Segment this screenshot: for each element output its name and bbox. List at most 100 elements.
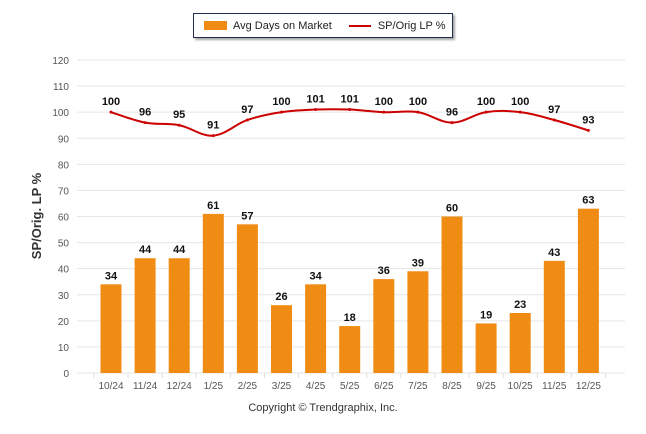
bar-data-label: 23	[514, 299, 526, 311]
bar-data-label: 39	[412, 257, 424, 269]
bar	[202, 213, 224, 373]
x-tick-label: 4/25	[306, 381, 326, 392]
bar-data-label: 26	[275, 291, 287, 303]
bar	[339, 326, 361, 373]
bar	[271, 305, 292, 373]
line-data-label: 100	[409, 96, 427, 108]
bar	[373, 279, 395, 373]
bar-data-label: 60	[446, 203, 458, 215]
y-axis-label: SP/Orig. LP %	[29, 172, 44, 259]
bar-data-label: 34	[309, 270, 322, 282]
line-data-label: 97	[241, 104, 253, 116]
x-tick-label: 5/25	[340, 381, 360, 392]
bar-data-label: 34	[105, 270, 118, 282]
bar	[509, 313, 531, 373]
bar-series	[100, 208, 599, 373]
bar-data-labels: 34 44 44 61 57 26 34 18 36 39 60 19 23 43 63	[105, 195, 595, 324]
line-point	[245, 118, 249, 122]
bar-data-label: 19	[480, 309, 492, 321]
y-tick-label: 0	[63, 369, 69, 380]
line-point	[211, 134, 215, 138]
x-tick-label: 3/25	[272, 381, 292, 392]
line-point	[348, 108, 352, 112]
x-tick-label: 8/25	[442, 381, 462, 392]
line-data-label: 101	[306, 94, 324, 106]
line-data-labels: 100 96 95 91 97 100 101 101 100 100 96 100 100 97 93	[102, 94, 595, 132]
x-tick-label: 9/25	[476, 381, 496, 392]
legend-line-swatch	[348, 24, 371, 27]
y-tick-label: 110	[53, 82, 69, 93]
x-tick-label: 7/25	[408, 381, 428, 392]
y-tick-label: 20	[58, 317, 70, 328]
bar-data-label: 63	[582, 195, 594, 207]
bar	[441, 216, 463, 373]
bar	[134, 258, 156, 373]
x-tick-label: 6/25	[374, 381, 394, 392]
legend-bar-label: Avg Days on Market	[233, 19, 332, 32]
bar-data-label: 44	[139, 244, 152, 256]
line-data-label: 96	[139, 107, 151, 119]
line-point	[177, 123, 181, 127]
bar-data-label: 36	[378, 265, 390, 277]
bar-data-label: 61	[207, 200, 219, 212]
line-point	[416, 110, 420, 114]
y-axis-ticks: 0 10 20 30 40 50 60 70 80 90 100 110 120	[52, 56, 69, 380]
line-point	[109, 110, 113, 114]
bar	[475, 323, 497, 373]
line-data-label: 91	[207, 120, 219, 132]
line-point	[314, 108, 318, 112]
y-tick-label: 80	[58, 160, 70, 171]
line-point	[552, 118, 556, 122]
bar	[543, 260, 565, 373]
bar	[236, 224, 258, 373]
line-data-label: 100	[272, 96, 290, 108]
line-series	[109, 108, 590, 138]
y-tick-label: 60	[58, 213, 70, 224]
line-point	[586, 128, 590, 132]
x-tick-label: 2/25	[238, 381, 258, 392]
bar	[577, 208, 599, 373]
y-tick-label: 120	[52, 56, 69, 67]
x-tick-label: 10/25	[508, 381, 533, 392]
line-point	[143, 121, 147, 125]
y-tick-label: 10	[58, 343, 70, 354]
legend-bar-swatch	[204, 21, 227, 30]
line-data-label: 101	[341, 94, 359, 106]
line-point	[382, 110, 386, 114]
line-point	[518, 110, 522, 114]
gridlines	[77, 59, 625, 374]
bar	[407, 271, 429, 373]
line-data-label: 100	[511, 96, 529, 108]
line-data-label: 100	[375, 96, 393, 108]
y-tick-label: 50	[58, 239, 70, 250]
legend: Avg Days on Market SP/Orig LP %	[193, 13, 453, 38]
line-data-label: 96	[446, 107, 458, 119]
x-tick-label: 1/25	[204, 381, 224, 392]
x-tick-label: 12/24	[167, 381, 192, 392]
bar	[305, 284, 327, 373]
bar-data-label: 44	[173, 244, 186, 256]
bar-data-label: 18	[344, 312, 356, 324]
legend-line-label: SP/Orig LP %	[377, 19, 446, 32]
bar	[168, 258, 190, 373]
copyright-text: Copyright © Trendgraphix, Inc.	[248, 402, 398, 414]
y-tick-label: 40	[58, 265, 70, 276]
line-data-label: 95	[173, 109, 185, 121]
y-tick-label: 90	[58, 134, 70, 145]
y-tick-label: 100	[52, 108, 69, 119]
line-data-label: 97	[548, 104, 560, 116]
bar-data-label: 43	[548, 247, 560, 259]
y-tick-label: 30	[58, 291, 70, 302]
line-data-label: 93	[582, 114, 594, 126]
line-data-label: 100	[102, 96, 120, 108]
line-point	[484, 110, 488, 114]
bar-data-label: 57	[241, 210, 253, 222]
y-tick-label: 70	[58, 186, 70, 197]
x-tick-label: 10/24	[98, 381, 123, 392]
line-point	[450, 121, 454, 125]
line-data-label: 100	[477, 96, 495, 108]
bar	[100, 284, 122, 373]
x-tick-label: 12/25	[576, 381, 601, 392]
line-point	[280, 110, 283, 114]
